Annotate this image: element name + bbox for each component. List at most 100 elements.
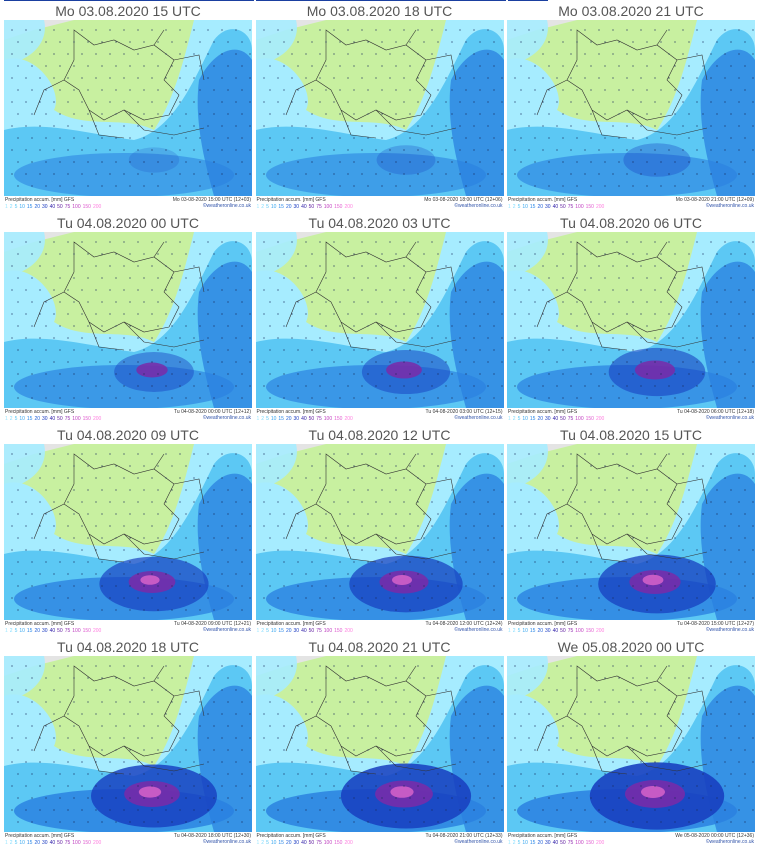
grid-point bbox=[366, 65, 369, 67]
grid-point bbox=[528, 29, 530, 31]
grid-point bbox=[45, 489, 47, 491]
grid-point bbox=[199, 301, 201, 303]
grid-point bbox=[472, 713, 475, 715]
grid-point bbox=[730, 725, 732, 727]
grid-point bbox=[310, 677, 313, 679]
grid-point bbox=[710, 761, 712, 763]
grid-point bbox=[165, 477, 167, 479]
grid-point bbox=[450, 41, 453, 43]
grid-point bbox=[716, 113, 718, 115]
grid-point bbox=[674, 185, 676, 187]
grid-point bbox=[165, 289, 167, 291]
grid-point bbox=[235, 713, 237, 715]
grid-point bbox=[570, 549, 572, 551]
grid-point bbox=[632, 701, 634, 703]
grid-point bbox=[87, 677, 89, 679]
grid-point bbox=[534, 137, 536, 139]
grid-point bbox=[576, 253, 578, 255]
grid-point bbox=[696, 453, 698, 455]
grid-point bbox=[464, 325, 467, 327]
grid-point bbox=[724, 785, 726, 787]
grid-point bbox=[115, 137, 117, 139]
grid-point bbox=[548, 677, 550, 679]
grid-point bbox=[716, 561, 718, 563]
grid-point bbox=[129, 65, 131, 67]
grid-point bbox=[332, 125, 335, 127]
grid-point bbox=[318, 713, 321, 715]
grid-point bbox=[696, 289, 698, 291]
grid-point bbox=[241, 113, 243, 115]
grid-point bbox=[654, 737, 656, 739]
grid-point bbox=[576, 585, 578, 587]
grid-point bbox=[674, 397, 676, 399]
grid-point bbox=[640, 289, 642, 291]
grid-point bbox=[590, 513, 592, 515]
grid-point bbox=[388, 501, 391, 503]
grid-point bbox=[290, 173, 293, 175]
rain-core-outer bbox=[376, 145, 435, 175]
grid-point bbox=[109, 453, 111, 455]
legend-value: 200 bbox=[92, 416, 102, 422]
grid-point bbox=[682, 361, 684, 363]
grid-point bbox=[444, 477, 447, 479]
grid-point bbox=[31, 89, 33, 91]
grid-point bbox=[604, 373, 606, 375]
grid-point bbox=[402, 525, 405, 527]
grid-point bbox=[626, 713, 628, 715]
grid-point bbox=[562, 185, 564, 187]
grid-point bbox=[227, 137, 229, 139]
grid-point bbox=[702, 465, 704, 467]
grid-point bbox=[562, 301, 564, 303]
grid-point bbox=[227, 373, 229, 375]
grid-point bbox=[604, 65, 606, 67]
grid-point bbox=[640, 573, 642, 575]
grid-point bbox=[738, 665, 740, 667]
country-border bbox=[591, 533, 628, 563]
grid-point bbox=[626, 573, 628, 575]
grid-point bbox=[143, 325, 145, 327]
legend-value: 20 bbox=[34, 840, 41, 846]
grid-point bbox=[598, 337, 600, 339]
rain-heavy-east bbox=[700, 261, 755, 408]
grid-point bbox=[688, 701, 690, 703]
grid-point bbox=[436, 41, 439, 43]
grid-point bbox=[95, 737, 97, 739]
grid-point bbox=[402, 785, 405, 787]
grid-point bbox=[534, 609, 536, 611]
grid-point bbox=[87, 537, 89, 539]
grid-point bbox=[151, 761, 153, 763]
grid-point bbox=[262, 785, 265, 787]
grid-point bbox=[268, 113, 271, 115]
grid-point bbox=[688, 749, 690, 751]
grid-point bbox=[123, 289, 125, 291]
grid-point bbox=[338, 65, 341, 67]
grid-point bbox=[171, 65, 173, 67]
grid-point bbox=[87, 773, 89, 775]
grid-point bbox=[598, 289, 600, 291]
grid-point bbox=[17, 749, 19, 751]
grid-point bbox=[366, 725, 369, 727]
grid-point bbox=[179, 453, 181, 455]
grid-point bbox=[710, 385, 712, 387]
legend-value: 150 bbox=[334, 628, 343, 634]
grid-point bbox=[109, 549, 111, 551]
grid-point bbox=[282, 513, 285, 515]
grid-point bbox=[688, 277, 690, 279]
grid-point bbox=[590, 585, 592, 587]
grid-point bbox=[402, 313, 405, 315]
grid-point bbox=[39, 737, 41, 739]
grid-point bbox=[702, 397, 704, 399]
grid-point bbox=[556, 101, 558, 103]
grid-point bbox=[157, 41, 159, 43]
grid-point bbox=[241, 513, 243, 515]
grid-point bbox=[598, 525, 600, 527]
grid-point bbox=[472, 29, 475, 31]
grid-point bbox=[332, 337, 335, 339]
grid-point bbox=[724, 361, 726, 363]
grid-point bbox=[562, 749, 564, 751]
grid-point bbox=[17, 113, 19, 115]
grid-point bbox=[528, 453, 530, 455]
grid-point bbox=[738, 313, 740, 315]
grid-point bbox=[171, 301, 173, 303]
legend-value: 50 bbox=[57, 204, 63, 210]
